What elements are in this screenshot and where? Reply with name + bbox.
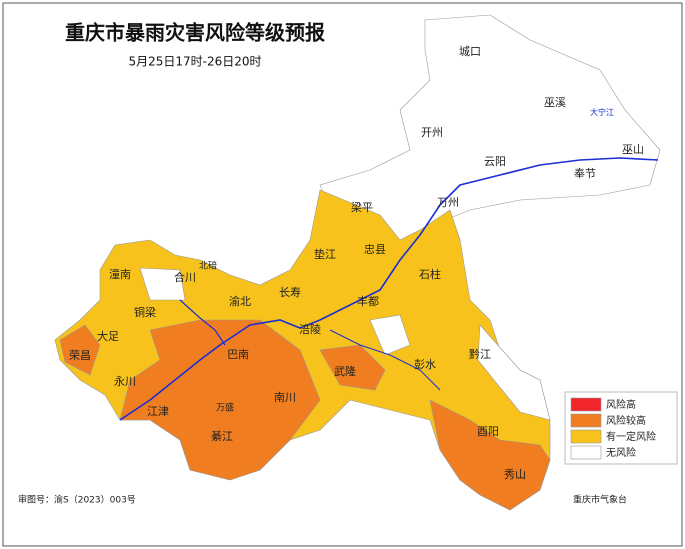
district-label: 酉阳 (477, 425, 499, 438)
title: 重庆市暴雨灾害风险等级预报 (65, 21, 325, 45)
legend-swatch (570, 445, 602, 460)
district-label: 潼南 (109, 267, 131, 281)
region-higher-risk (429, 399, 551, 511)
region-higher-risk (119, 319, 321, 481)
wu-river (329, 329, 441, 391)
district-label: 北碚 (199, 260, 217, 272)
legend-label: 风险较高 (606, 414, 646, 427)
source: 重庆市气象台 (573, 494, 627, 506)
region-no-risk (477, 324, 551, 421)
district-label: 綦江 (211, 430, 233, 443)
legend-label: 有一定风险 (606, 430, 656, 443)
district-label: 铜梁 (134, 305, 156, 319)
district-label: 垫江 (314, 247, 336, 261)
region-higher-risk (59, 324, 101, 376)
yangtze-river (119, 157, 659, 421)
district-label: 巫溪 (544, 96, 566, 109)
district-label: 丰都 (357, 295, 379, 308)
district-label: 渝北 (229, 294, 251, 308)
district-label: 巫山 (622, 143, 644, 156)
district-label: 江津 (147, 405, 169, 418)
district-label: 南川 (274, 391, 296, 404)
district-label: 彭水 (414, 357, 436, 371)
legend-label: 风险高 (606, 398, 636, 411)
district-label: 石柱 (419, 267, 441, 281)
district-label: 荣昌 (69, 349, 91, 362)
district-label: 黔江 (469, 347, 491, 361)
district-label: 合川 (174, 270, 196, 284)
district-label: 万盛 (216, 402, 234, 414)
approval-number: 审图号：渝S（2023）003号 (18, 494, 136, 506)
district-labels: 城口 巫溪 大宁江 开州 云阳 巫山 奉节 梁平 万州 忠县 垫江 石柱 潼南 … (69, 45, 644, 481)
district-label: 长寿 (279, 285, 301, 299)
district-label: 城口 (459, 45, 481, 58)
district-label: 云阳 (484, 155, 506, 168)
district-label: 武隆 (334, 364, 356, 378)
district-label: 秀山 (504, 468, 526, 481)
district-label: 大足 (97, 329, 119, 343)
region-no-risk (369, 314, 411, 356)
river-label: 大宁江 (590, 107, 614, 117)
district-label: 永川 (114, 374, 136, 388)
jialing-river (179, 299, 226, 346)
legend-label: 无风险 (606, 446, 636, 459)
district-label: 梁平 (351, 200, 373, 214)
legend-swatch (570, 397, 602, 412)
district-label: 开州 (421, 126, 443, 139)
region-higher-risk (319, 344, 386, 391)
district-label: 忠县 (364, 243, 386, 256)
region-no-risk (139, 267, 186, 301)
subtitle: 5月25日17时-26日20时 (128, 55, 261, 69)
legend-swatch (570, 429, 602, 444)
district-label: 涪陵 (299, 322, 321, 336)
legend-swatch (570, 413, 602, 428)
map (54, 14, 661, 511)
district-label: 奉节 (574, 166, 596, 180)
district-label: 巴南 (227, 348, 249, 361)
district-label: 万州 (437, 196, 459, 209)
